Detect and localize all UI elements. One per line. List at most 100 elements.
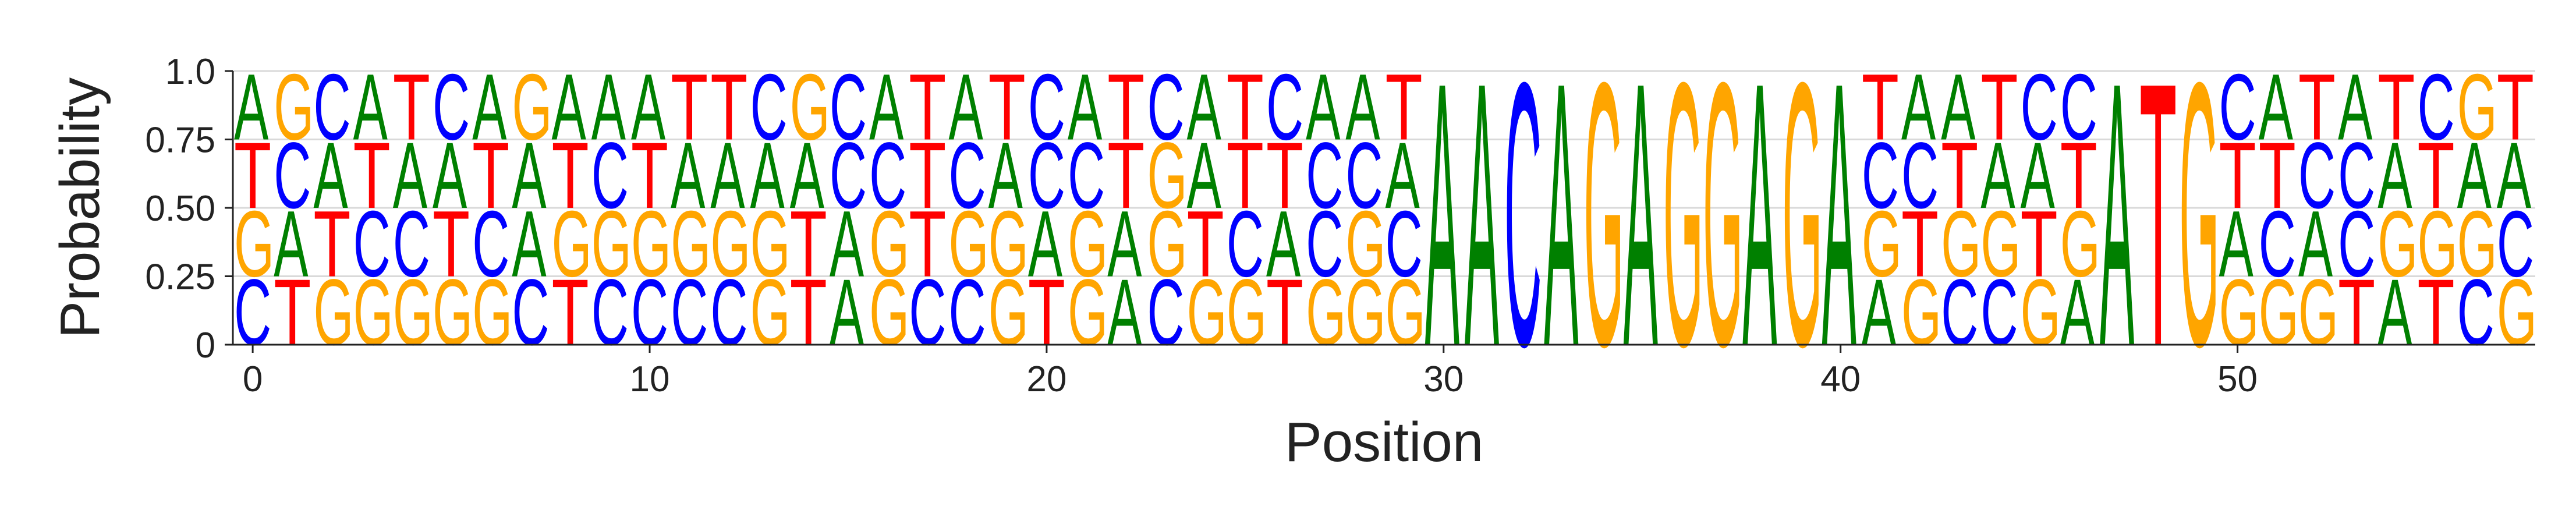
logo-letter-g: G [631, 191, 671, 296]
logo-letter-c: C [1266, 54, 1303, 160]
logo-letter-g: G [948, 191, 988, 296]
logo-letter-t: T [1941, 123, 1978, 228]
logo-letter-c: C [909, 260, 946, 365]
logo-letter-g: G [2377, 191, 2418, 296]
logo-letter-a: A [591, 54, 626, 160]
logo-letter-c: C [433, 54, 470, 160]
logo-letter-c: C [710, 260, 747, 365]
logo-letter-g: G [750, 191, 791, 296]
logo-letter-c: C [1306, 123, 1343, 228]
logo-letter-g: G [1345, 260, 1386, 365]
x-tick-label: 10 [630, 359, 670, 399]
logo-letter-a: A [1425, 3, 1460, 424]
logo-letter-a: A [313, 123, 348, 228]
logo-letter-a: A [1941, 54, 1975, 160]
logo-letter-a: A [750, 123, 785, 228]
logo-letter-a: A [234, 54, 268, 160]
logo-letter-c: C [1345, 123, 1383, 228]
logo-letter-a: A [2377, 260, 2412, 365]
logo-letter-a: A [433, 123, 467, 228]
logo-letter-c: C [313, 54, 350, 160]
y-axis-label: Probability [49, 77, 111, 338]
logo-letter-g: G [1782, 3, 1822, 424]
logo-letter-g: G [2021, 260, 2061, 365]
logo-letter-g: G [512, 54, 552, 160]
logo-letter-g: G [671, 191, 711, 296]
logo-letter-t: T [1862, 55, 1899, 160]
logo-letter-c: C [750, 54, 788, 160]
logo-letter-a: A [1822, 3, 1857, 424]
logo-letter-a: A [631, 54, 665, 160]
logo-letter-t: T [909, 55, 946, 160]
logo-letter-c: C [393, 191, 430, 296]
logo-letter-t: T [2060, 123, 2097, 228]
logo-letter-c: C [1386, 191, 1423, 296]
y-tick-label: 1.0 [165, 52, 215, 92]
logo-letter-t: T [1266, 123, 1303, 228]
logo-letter-c: C [1147, 54, 1184, 160]
x-tick-label: 20 [1026, 359, 1066, 399]
logo-letter-t: T [1266, 260, 1303, 364]
logo-letter-c: C [591, 260, 629, 365]
logo-letter-a: A [1266, 191, 1301, 296]
logo-letter-a: A [393, 123, 427, 228]
logo-letter-c: C [2298, 123, 2336, 228]
logo-letter-a: A [830, 260, 864, 365]
logo-letter-c: C [1028, 123, 1065, 228]
logo-letter-a: A [1107, 260, 1142, 365]
logo-letter-a: A [2298, 191, 2333, 296]
logo-letter-g: G [393, 260, 433, 365]
logo-letter-a: A [1901, 54, 1936, 160]
logo-letter-c: C [2417, 54, 2454, 160]
logo-letter-g: G [1980, 191, 2021, 296]
logo-letter-a: A [830, 191, 864, 296]
logo-letter-a: A [512, 191, 546, 296]
logo-letter-a: A [1068, 54, 1102, 160]
logo-letter-c: C [830, 123, 867, 228]
logo-letter-t: T [1107, 123, 1145, 228]
logo-letter-t: T [2377, 55, 2415, 160]
logo-letter-c: C [948, 260, 986, 365]
logo-letter-g: G [790, 54, 830, 160]
logo-letter-g: G [1147, 123, 1187, 228]
logo-letter-a: A [2021, 123, 2055, 228]
x-tick-label: 30 [1423, 359, 1464, 399]
logo-letter-c: C [671, 260, 708, 365]
logo-letter-a: A [552, 54, 586, 160]
logo-letter-c: C [1306, 191, 1343, 296]
logo-letter-g: G [988, 260, 1029, 365]
logo-letter-t: T [2497, 55, 2534, 160]
logo-letter-t: T [472, 123, 509, 228]
logo-letter-t: T [353, 123, 391, 228]
y-tick-label: 0.25 [145, 257, 215, 298]
logo-letter-c: C [2259, 191, 2296, 296]
logo-letter-c: C [1504, 3, 1542, 424]
logo-letter-a: A [1187, 54, 1221, 160]
logo-letter-a: A [472, 54, 506, 160]
logo-letter-c: C [512, 260, 549, 365]
logo-letter-c: C [2497, 191, 2534, 296]
logo-letter-g: G [988, 191, 1029, 296]
logo-letter-g: G [710, 191, 750, 296]
x-axis-label: Position [1285, 411, 1484, 473]
logo-letter-c: C [1941, 260, 1978, 365]
logo-letter-a: A [1107, 191, 1142, 296]
logo-letter-c: C [2457, 260, 2494, 365]
logo-letter-a: A [2259, 54, 2293, 160]
logo-letter-t: T [313, 192, 350, 296]
logo-letter-a: A [1386, 123, 1420, 228]
logo-letter-a: A [2497, 123, 2531, 228]
logo-letter-g: G [750, 260, 791, 365]
logo-letter-c: C [1227, 191, 1264, 296]
logo-letter-g: G [2219, 260, 2259, 365]
logo-letter-t: T [1107, 55, 1145, 160]
logo-letter-a: A [1465, 3, 1500, 424]
logo-letter-g: G [2457, 191, 2497, 296]
logo-letter-t: T [2417, 260, 2454, 364]
logo-letter-c: C [2060, 54, 2097, 160]
logo-letter-t: T [1386, 55, 1423, 160]
tick-labels: 0 0.25 0.50 0.75 1.0 0 10 20 30 40 50 [145, 52, 2258, 399]
logo-letter-t: T [2021, 192, 2058, 296]
logo-letter-g: G [1147, 191, 1187, 296]
logo-letter-a: A [2377, 123, 2412, 228]
